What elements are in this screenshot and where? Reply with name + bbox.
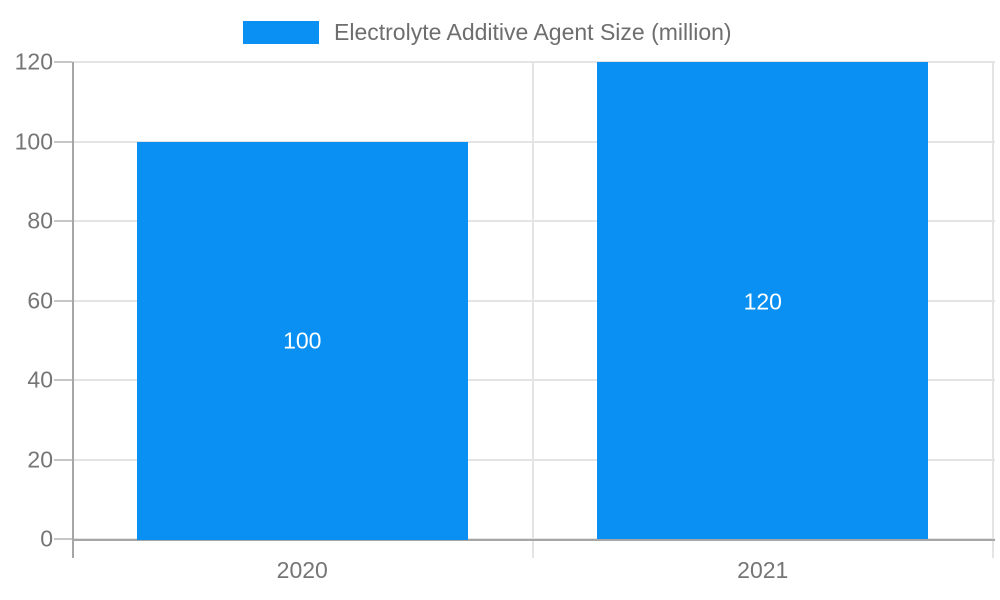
y-axis-tick-label: 20 [27, 446, 53, 473]
legend-swatch [243, 21, 319, 44]
y-tick [54, 538, 72, 540]
x-axis-line [72, 539, 995, 541]
x-axis-tick-label: 2021 [737, 557, 789, 583]
category-boundary-gridline [992, 62, 994, 558]
category-boundary-gridline [532, 62, 534, 558]
y-axis-tick-label: 100 [14, 128, 53, 155]
bar-2021[interactable] [597, 62, 928, 539]
bar-2020[interactable] [137, 142, 468, 540]
y-tick [54, 61, 72, 63]
y-tick [54, 300, 72, 302]
y-tick [54, 459, 72, 461]
y-tick [54, 220, 72, 222]
chart-legend-item[interactable]: Electrolyte Additive Agent Size (million… [243, 19, 732, 46]
y-tick [54, 141, 72, 143]
y-axis-line [72, 62, 74, 558]
y-axis-tick-label: 0 [40, 525, 53, 552]
legend-label: Electrolyte Additive Agent Size (million… [334, 19, 732, 45]
y-axis-tick-label: 120 [14, 48, 53, 75]
y-axis-tick-label: 80 [27, 207, 53, 234]
bar-value-label: 120 [743, 288, 782, 314]
x-axis-tick-label: 2020 [276, 557, 328, 583]
y-axis-tick-label: 40 [27, 366, 53, 393]
bar-value-label: 100 [283, 327, 322, 354]
y-tick [54, 379, 72, 381]
y-axis-tick-label: 60 [27, 287, 53, 314]
